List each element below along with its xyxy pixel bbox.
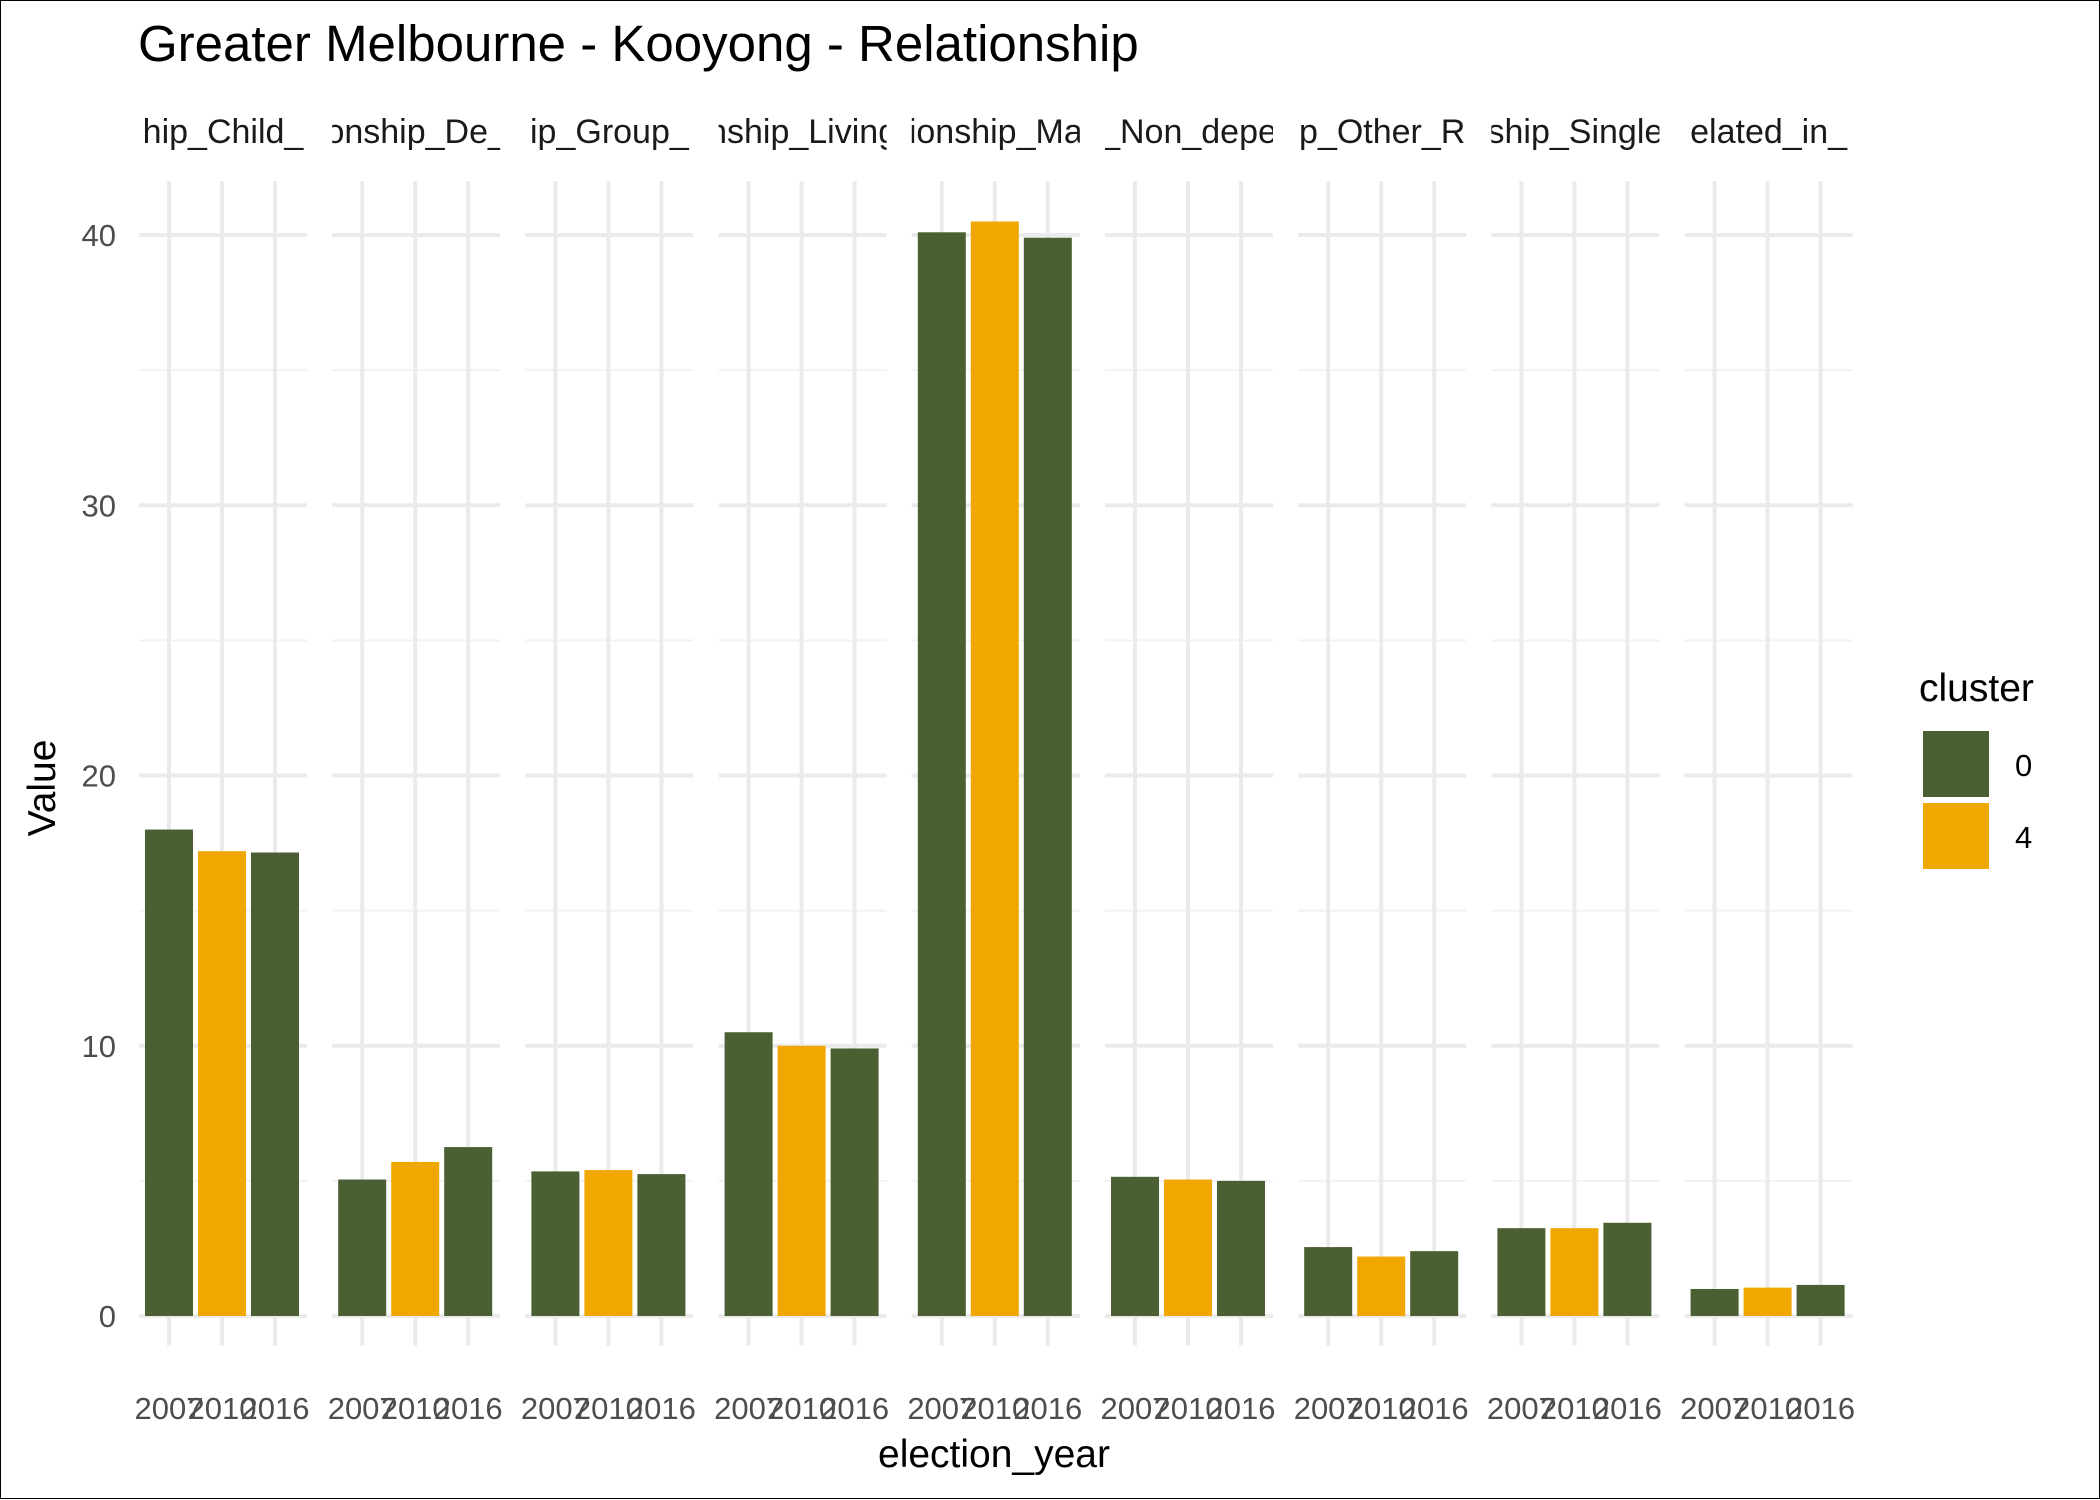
legend-label: 4 (2015, 820, 2032, 855)
facet-strip-label: onship_De_ (325, 113, 508, 151)
x-tick-label: 2007 (1294, 1391, 1363, 1426)
chart-title: Greater Melbourne - Kooyong - Relationsh… (138, 15, 1139, 72)
bar-hip-child-2010 (198, 851, 246, 1316)
facet-strip-label: ionship_Ma (909, 113, 1083, 151)
y-tick-label: 0 (99, 1299, 116, 1334)
x-tick-label: 2016 (1786, 1391, 1855, 1426)
bar-non-depe-2010 (1164, 1179, 1212, 1316)
bar-onship-de-2007 (338, 1179, 387, 1316)
x-tick-label: 2016 (820, 1391, 889, 1426)
x-tick-label: 2007 (1101, 1391, 1170, 1426)
bar-ship-single-2010 (1550, 1228, 1599, 1316)
x-tick-label: 2016 (241, 1391, 310, 1426)
bar-elated-in-2016 (1796, 1284, 1845, 1316)
bar-hip-child-2007 (145, 829, 193, 1316)
bar-ip-group-2016 (637, 1174, 686, 1316)
bar-ionship-ma-2007 (917, 232, 966, 1317)
bar-p-other-r-2007 (1304, 1247, 1353, 1316)
legend-label: 0 (2015, 748, 2032, 783)
x-tick-label: 2007 (1680, 1391, 1749, 1426)
y-tick-label: 10 (82, 1029, 116, 1064)
bar-nship-living-2010 (777, 1045, 826, 1316)
facet-strip-labels: hip_Child_ onship_De_ ip_Group_ nship_Livin… (143, 113, 1848, 151)
x-tick-label: 2010 (574, 1391, 643, 1426)
facet-strip-label: elated_in_ (1690, 113, 1848, 151)
x-axis-title: election_year (878, 1433, 1110, 1476)
facet-strip-label: p_Other_R (1299, 113, 1465, 151)
y-tick-label: 40 (82, 218, 116, 253)
bar-hip-child-2016 (251, 852, 299, 1316)
bar-ship-single-2007 (1497, 1228, 1546, 1316)
x-tick-label: 2010 (1347, 1391, 1416, 1426)
bar-p-other-r-2010 (1357, 1256, 1406, 1316)
x-tick-label: 2007 (714, 1391, 783, 1426)
bar-non-depe-2016 (1217, 1180, 1265, 1316)
x-tick-label: 2016 (1207, 1391, 1276, 1426)
x-tick-label: 2010 (1540, 1391, 1609, 1426)
x-tick-label: 2010 (1733, 1391, 1802, 1426)
x-tick-label: 2007 (1487, 1391, 1556, 1426)
facet-strip-label: nship_Living (708, 113, 897, 151)
bar-onship-de-2010 (391, 1161, 440, 1316)
bar-nship-living-2007 (724, 1032, 773, 1316)
x-tick-label: 2016 (1593, 1391, 1662, 1426)
bar-ionship-ma-2016 (1023, 237, 1072, 1316)
x-tick-label: 2010 (188, 1391, 257, 1426)
y-tick-label: 20 (82, 759, 116, 794)
x-tick-label: 2010 (381, 1391, 450, 1426)
x-tick-label: 2007 (328, 1391, 397, 1426)
bar-p-other-r-2016 (1410, 1251, 1459, 1316)
facet-strip-label: ship_Single (1488, 113, 1664, 151)
facet-strip-label: hip_Child_ (143, 113, 305, 151)
x-tick-label: 2010 (960, 1391, 1029, 1426)
x-tick-label: 2007 (907, 1391, 976, 1426)
x-tick-label: 2007 (135, 1391, 204, 1426)
x-tick-label: 2016 (627, 1391, 696, 1426)
bar-ship-single-2016 (1603, 1222, 1652, 1316)
bar-ionship-ma-2010 (970, 221, 1019, 1316)
x-tick-label: 2016 (1013, 1391, 1082, 1426)
legend-swatch (1923, 731, 1989, 797)
legend-swatch (1923, 803, 1989, 869)
bar-non-depe-2007 (1111, 1176, 1159, 1316)
bars (145, 221, 1845, 1317)
facet-strip-label: _Non_depe (1100, 113, 1277, 151)
x-tick-label: 2010 (767, 1391, 836, 1426)
bar-onship-de-2016 (444, 1147, 493, 1316)
bar-elated-in-2010 (1743, 1287, 1792, 1316)
bar-ip-group-2007 (531, 1171, 580, 1316)
bar-elated-in-2007 (1690, 1288, 1739, 1316)
y-axis-title: Value (21, 740, 64, 837)
x-tick-label: 2007 (521, 1391, 590, 1426)
facet-strip-label: ip_Group_ (530, 113, 690, 151)
legend-entries: 04 (1923, 731, 2032, 869)
legend: cluster 04 (1919, 667, 2034, 869)
y-tick-label: 30 (82, 488, 116, 523)
legend-title: cluster (1919, 667, 2034, 710)
y-tick-labels: 0 10 20 30 40 (82, 218, 116, 1334)
bar-nship-living-2016 (830, 1048, 879, 1316)
x-tick-label: 2010 (1154, 1391, 1223, 1426)
x-tick-label: 2016 (1400, 1391, 1469, 1426)
x-tick-label: 2016 (434, 1391, 503, 1426)
bar-ip-group-2010 (584, 1170, 633, 1316)
